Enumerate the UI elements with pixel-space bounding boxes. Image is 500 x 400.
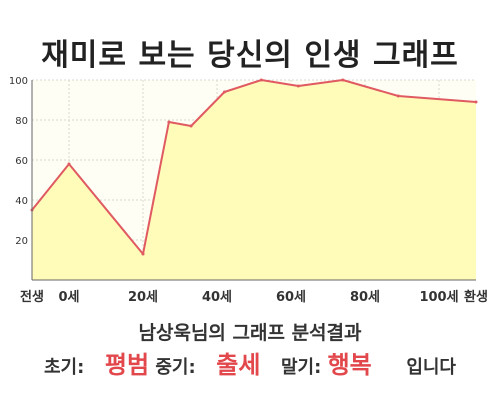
- x-tick-label: 60세: [276, 290, 306, 305]
- data-point: [259, 78, 263, 82]
- data-point: [167, 120, 171, 124]
- x-tick-label: 40세: [202, 290, 232, 305]
- y-tick-label: 100: [9, 76, 28, 87]
- early-value: 평범: [104, 351, 150, 379]
- life-graph-chart: 20 40 60 80 100 전생 0세 20세 40세 60세 80세 100세 환생: [9, 76, 488, 305]
- y-tick-label: 40: [15, 196, 28, 207]
- y-tick-label: 80: [15, 116, 28, 127]
- chart-title: 재미로 보는 당신의 인생 그래프: [41, 38, 459, 73]
- x-tick-label: 20세: [128, 290, 158, 305]
- data-point: [474, 100, 478, 104]
- late-label: 말기:: [280, 357, 322, 378]
- y-tick-label: 60: [15, 156, 28, 167]
- data-point: [141, 252, 145, 256]
- x-tick-label: 전생: [20, 289, 44, 305]
- analysis-result: 초기: 평범 중기: 출세 말기: 행복 입니다: [0, 345, 500, 380]
- x-tick-label: 0세: [58, 290, 79, 305]
- x-tick-label: 환생: [464, 289, 488, 305]
- x-tick-label: 100세: [419, 290, 458, 305]
- data-point: [296, 84, 300, 88]
- middle-label: 중기:: [155, 357, 196, 378]
- middle-value: 출세: [216, 351, 261, 379]
- life-area: [32, 80, 476, 280]
- data-point: [189, 124, 193, 128]
- data-point: [341, 78, 345, 82]
- result-suffix: 입니다: [406, 357, 456, 378]
- y-tick-label: 20: [15, 236, 28, 247]
- x-tick-label: 80세: [350, 290, 380, 305]
- early-label: 초기:: [44, 357, 85, 378]
- data-point: [222, 90, 226, 94]
- data-point: [67, 162, 71, 166]
- data-point: [396, 94, 400, 98]
- analysis-summary: 남상욱님의 그래프 분석결과: [138, 322, 362, 344]
- late-value: 행복: [327, 351, 372, 379]
